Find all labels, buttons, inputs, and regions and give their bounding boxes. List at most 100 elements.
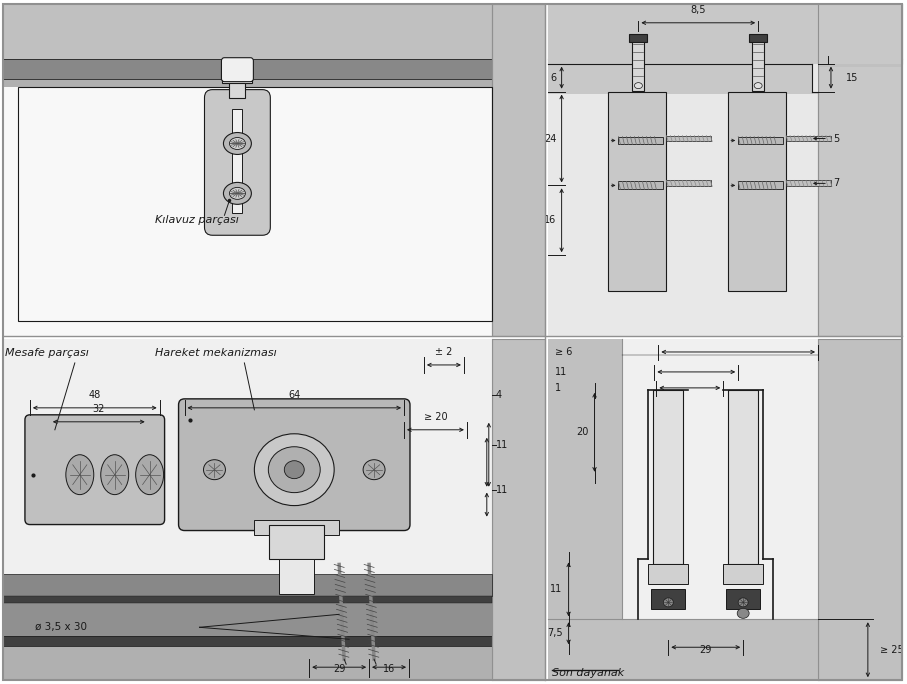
Bar — [653, 390, 683, 564]
Bar — [3, 596, 492, 603]
Bar — [3, 575, 492, 596]
Bar — [492, 4, 545, 336]
Text: ≥ 25: ≥ 25 — [880, 645, 903, 655]
Bar — [232, 109, 242, 213]
Bar — [269, 525, 324, 560]
Bar — [667, 181, 711, 186]
Text: Hareket mekanizması: Hareket mekanizması — [154, 348, 277, 358]
Text: 24: 24 — [544, 133, 557, 144]
Text: 48: 48 — [89, 390, 101, 400]
Ellipse shape — [363, 460, 385, 479]
Text: 15: 15 — [846, 73, 858, 83]
Bar — [3, 339, 492, 594]
Bar — [3, 646, 492, 680]
Bar — [718, 4, 902, 64]
Text: 6: 6 — [551, 73, 557, 83]
Text: 8,5: 8,5 — [690, 5, 706, 15]
Text: 4: 4 — [496, 390, 502, 400]
Text: 1: 1 — [555, 383, 561, 393]
Bar — [548, 4, 902, 66]
Bar — [254, 520, 339, 534]
Bar — [548, 4, 902, 59]
Text: 11: 11 — [496, 440, 508, 450]
Bar — [548, 619, 818, 680]
Ellipse shape — [101, 455, 129, 495]
Bar — [786, 181, 831, 186]
Bar — [548, 4, 902, 64]
Bar — [728, 390, 758, 564]
Text: 11: 11 — [496, 485, 508, 495]
Ellipse shape — [268, 447, 320, 492]
Text: 29: 29 — [699, 645, 712, 655]
Ellipse shape — [737, 608, 749, 618]
FancyBboxPatch shape — [24, 415, 164, 525]
FancyBboxPatch shape — [179, 399, 410, 531]
Bar — [818, 339, 902, 680]
Text: 11: 11 — [551, 584, 562, 594]
Ellipse shape — [223, 183, 251, 205]
Bar — [548, 4, 902, 336]
Bar — [548, 4, 792, 79]
Bar — [629, 34, 648, 42]
Text: Kılavuz parçası: Kılavuz parçası — [154, 215, 239, 225]
Bar — [818, 4, 902, 336]
Bar — [619, 137, 663, 144]
Bar — [3, 4, 545, 59]
Bar — [3, 59, 545, 79]
Bar — [18, 87, 492, 321]
Ellipse shape — [229, 187, 246, 199]
Bar — [548, 64, 812, 92]
Ellipse shape — [284, 461, 304, 479]
Ellipse shape — [66, 455, 93, 495]
Bar — [786, 135, 831, 142]
Text: ≥ 6: ≥ 6 — [555, 347, 572, 357]
Ellipse shape — [663, 598, 673, 607]
Ellipse shape — [254, 434, 334, 505]
Ellipse shape — [634, 83, 642, 89]
Bar — [3, 79, 545, 87]
Text: 7,5: 7,5 — [547, 629, 562, 638]
Bar — [752, 36, 764, 90]
Bar — [749, 34, 767, 42]
Bar — [548, 4, 812, 94]
Ellipse shape — [754, 83, 762, 89]
Bar — [548, 4, 902, 94]
Text: 16: 16 — [383, 664, 395, 674]
Text: 20: 20 — [576, 428, 589, 437]
Bar — [812, 64, 818, 92]
Bar — [3, 4, 545, 336]
Text: 11: 11 — [555, 367, 567, 377]
Bar — [548, 339, 622, 680]
Text: 7: 7 — [833, 179, 839, 188]
Bar — [727, 590, 760, 609]
Bar — [728, 92, 786, 291]
FancyBboxPatch shape — [204, 90, 270, 235]
Bar — [3, 636, 492, 646]
Bar — [229, 83, 246, 98]
Bar — [3, 594, 492, 636]
Bar — [492, 339, 545, 680]
Bar — [723, 564, 763, 584]
Ellipse shape — [229, 137, 246, 150]
Bar — [738, 137, 783, 144]
Ellipse shape — [738, 598, 748, 607]
Text: 5: 5 — [833, 133, 839, 144]
Text: 32: 32 — [93, 404, 105, 414]
FancyBboxPatch shape — [221, 57, 253, 81]
Bar — [619, 181, 663, 189]
Bar — [667, 135, 711, 142]
Text: Mesafe parçası: Mesafe parçası — [5, 348, 89, 358]
Text: Son dayanak: Son dayanak — [551, 668, 624, 679]
Ellipse shape — [223, 133, 251, 155]
Bar — [651, 590, 686, 609]
Text: ø 3,5 x 30: ø 3,5 x 30 — [34, 622, 87, 632]
Text: 16: 16 — [544, 215, 557, 225]
Bar — [609, 92, 667, 291]
Bar — [632, 36, 644, 90]
Bar — [738, 181, 783, 189]
Bar — [649, 564, 688, 584]
Ellipse shape — [136, 455, 163, 495]
Bar — [3, 87, 492, 336]
Text: ≥ 20: ≥ 20 — [424, 412, 447, 422]
Bar — [279, 560, 314, 594]
